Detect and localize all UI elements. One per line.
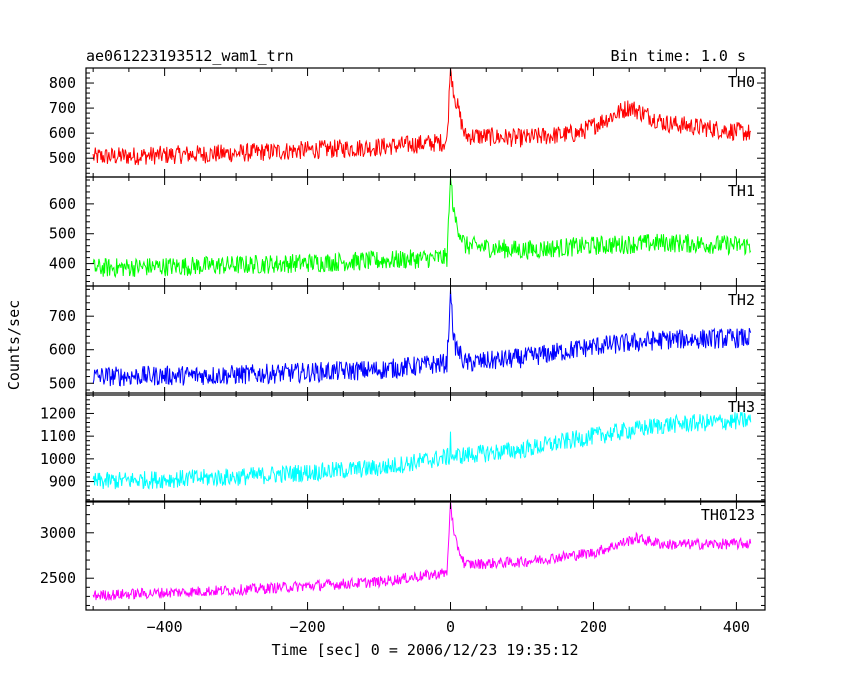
panel-label-th0: TH0 [728, 73, 755, 91]
y-tick-label: 600 [49, 341, 76, 359]
bin-time-label: Bin time: 1.0 s [611, 47, 746, 65]
x-axis-label: Time [sec] 0 = 2006/12/23 19:35:12 [271, 641, 578, 659]
y-tick-label: 700 [49, 307, 76, 325]
panel-frame [85, 285, 766, 396]
panel-label-th1: TH1 [728, 182, 755, 200]
panel-label-th0123: TH0123 [701, 506, 755, 524]
panel-frame [85, 392, 766, 503]
y-tick-label: 1200 [40, 404, 76, 422]
panel-frame [85, 500, 766, 611]
panel-th2: 500 600 700 TH2 [49, 285, 766, 396]
series-line-th0123 [92, 500, 752, 602]
y-tick-label: 700 [49, 99, 76, 117]
y-tick-label: 500 [49, 225, 76, 243]
panel-th0: 500 600 700 800 TH0 [49, 67, 766, 178]
x-tick-label: −200 [290, 618, 326, 636]
panels-group: 500 600 700 800 TH0 400 500 600 TH1 500 600 700 TH2 9… [40, 67, 766, 636]
panel-label-th2: TH2 [728, 291, 755, 309]
y-tick-label: 800 [49, 74, 76, 92]
y-tick-label: 600 [49, 124, 76, 142]
series-line-th3 [92, 412, 752, 490]
y-axis-label: Counts/sec [5, 300, 23, 390]
y-tick-label: 1000 [40, 450, 76, 468]
y-tick-label: 2500 [40, 569, 76, 587]
series-line-th1 [92, 176, 752, 279]
y-tick-label: 500 [49, 149, 76, 167]
panel-th1: 400 500 600 TH1 [49, 176, 766, 287]
panel-label-th3: TH3 [728, 398, 755, 416]
y-tick-label: 900 [49, 473, 76, 491]
y-tick-label: 600 [49, 195, 76, 213]
series-line-th0 [92, 67, 752, 166]
panel-th0123: 2500 3000 TH0123 [40, 500, 766, 611]
x-tick-label: 0 [446, 618, 455, 636]
series-line-th2 [92, 289, 752, 387]
x-tick-label: −400 [147, 618, 183, 636]
y-tick-label: 1100 [40, 427, 76, 445]
y-tick-label: 500 [49, 374, 76, 392]
y-tick-label: 3000 [40, 524, 76, 542]
panel-th3: 900 1000 1100 1200 TH3 [40, 392, 766, 503]
x-tick-label: 200 [580, 618, 607, 636]
x-tick-label: 400 [723, 618, 750, 636]
chart-title: ae061223193512_wam1_trn [86, 47, 294, 65]
y-tick-label: 400 [49, 255, 76, 273]
